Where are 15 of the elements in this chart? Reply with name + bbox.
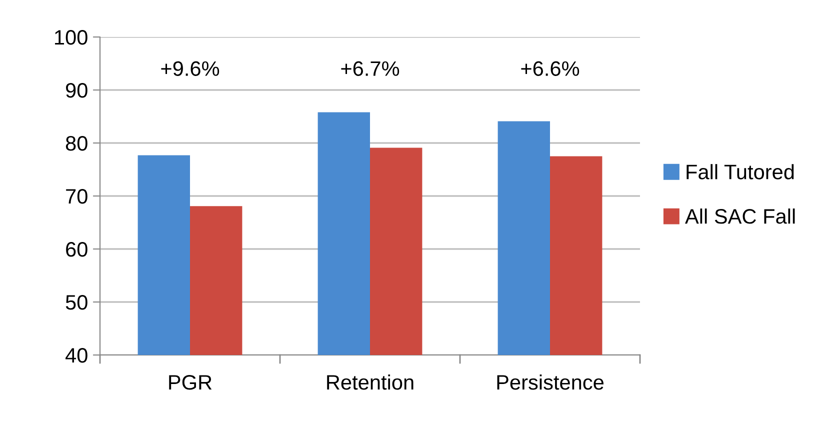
x-tick-label: Persistence	[497, 374, 604, 390]
y-tick-label: 90	[66, 83, 88, 98]
y-tick-label: 40	[66, 348, 88, 363]
annotation: +6.7%	[341, 61, 400, 76]
legend-label: All SAC Fall	[685, 208, 795, 224]
annotation: +6.6%	[521, 61, 580, 76]
y-tick-label: 60	[66, 242, 88, 257]
y-tick-label: 70	[66, 189, 88, 204]
x-tick-label: Retention	[327, 374, 414, 390]
x-tick-label: PGR	[169, 374, 212, 390]
y-tick-label: 80	[66, 136, 88, 151]
annotation: +9.6%	[161, 61, 220, 76]
y-tick-label: 100	[55, 30, 88, 45]
legend-label: Fall Tutored	[686, 164, 794, 180]
y-tick-label: 50	[66, 295, 88, 310]
